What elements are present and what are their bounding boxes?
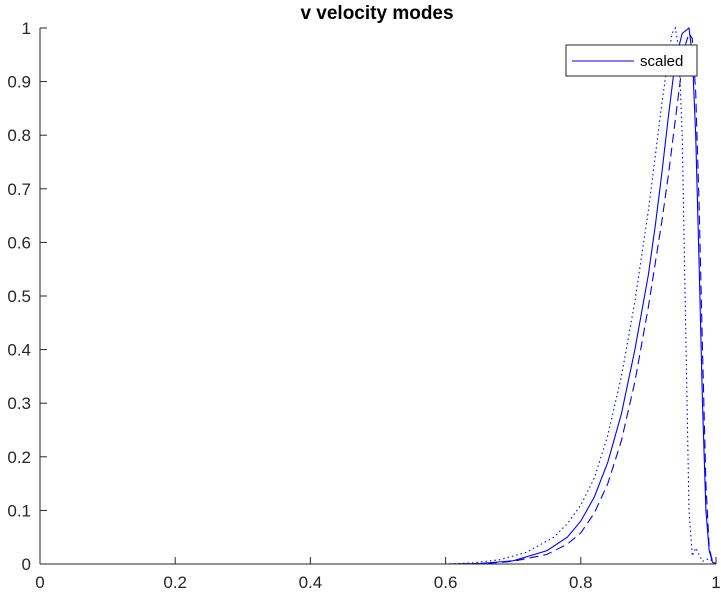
- y-tick-label: 0.7: [7, 180, 31, 199]
- x-tick-label: 0.2: [163, 573, 187, 592]
- x-tick-label: 0.6: [434, 573, 458, 592]
- y-tick-label: 0: [22, 555, 31, 574]
- series-lines: [40, 26, 717, 565]
- chart-title: v velocity modes: [300, 3, 453, 24]
- y-tick-label: 1: [22, 19, 31, 38]
- y-tick-label: 0.6: [7, 233, 31, 252]
- x-tick-label: 0.8: [569, 573, 593, 592]
- x-tick-label: 0.4: [299, 573, 323, 592]
- series-line-dashed: [40, 32, 717, 565]
- legend: scaled: [565, 44, 698, 77]
- ticks: 0 0.2 0.4 0.6 0.8 1 0 0.1 0.2 0.3 0.4 0.5 0.6 0.7 0.8 0…: [7, 19, 720, 592]
- y-tick-label: 0.4: [7, 341, 31, 360]
- y-tick-label: 0.8: [7, 126, 31, 145]
- y-tick-label: 0.9: [7, 73, 31, 92]
- series-line-solid: [40, 26, 717, 565]
- y-tick-label: 0.5: [7, 287, 31, 306]
- x-tick-label: 0: [35, 573, 44, 592]
- x-tick-label: 1: [711, 573, 720, 592]
- y-tick-label: 0.2: [7, 448, 31, 467]
- series-line-dotted: [40, 26, 717, 565]
- y-tick-label: 0.1: [7, 501, 31, 520]
- y-tick-label: 0.3: [7, 394, 31, 413]
- legend-label: scaled: [640, 53, 683, 70]
